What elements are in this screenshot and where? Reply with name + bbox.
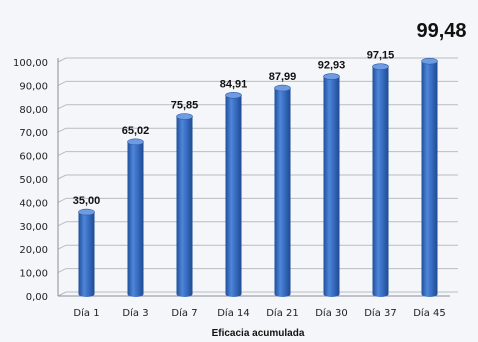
data-label: 87,99	[269, 71, 297, 83]
bar	[225, 95, 242, 297]
data-label: 99,48	[416, 20, 466, 42]
y-tick-label: 10,00	[19, 269, 48, 280]
x-tick-label: Día 21	[266, 307, 299, 319]
y-tick-label: 40,00	[19, 198, 48, 209]
gridline-depth	[57, 291, 67, 297]
bar	[372, 66, 389, 297]
y-tick-label: 20,00	[19, 245, 48, 256]
gridline-depth	[57, 268, 67, 274]
data-label: 84,91	[220, 78, 248, 90]
x-tick-label: Día 14	[217, 307, 250, 319]
y-tick-label: 0,00	[26, 292, 48, 303]
bars	[78, 57, 438, 298]
x-tick-label: Día 45	[413, 307, 446, 319]
bar	[78, 212, 95, 297]
bar	[176, 116, 193, 297]
y-tick-label: 60,00	[19, 152, 48, 163]
x-tick-label: Día 37	[364, 307, 397, 319]
y-tick-label: 30,00	[19, 222, 48, 233]
x-tick-label: Día 1	[73, 307, 99, 319]
gridline-depth	[57, 244, 67, 250]
x-axis-label: Eficacia acumulada	[212, 328, 305, 339]
bar-cap	[225, 92, 242, 99]
y-tick-label: 90,00	[19, 81, 48, 92]
y-tick-label: 100,00	[13, 58, 48, 69]
x-tick-label: Día 3	[122, 307, 148, 319]
x-tick-label: Día 7	[171, 307, 197, 319]
bar	[421, 61, 438, 298]
bar-cap	[78, 208, 95, 216]
gridline-depth	[57, 174, 67, 180]
x-axis-ticks: Día 1 Día 3 Día 7 Día 14 Día 21 Día 30 Día 37 D…	[73, 307, 445, 319]
y-axis-ticks: 0,00 10,00 20,00 30,00 40,00 50,00 60,00 70,00 8…	[13, 58, 48, 303]
data-label: 92,93	[318, 60, 346, 72]
gridline-depth	[57, 221, 67, 227]
bar	[323, 76, 340, 298]
data-label: 65,02	[122, 125, 150, 137]
gridline-depth	[57, 127, 67, 133]
bar-cap	[176, 113, 193, 120]
y-tick-label: 50,00	[19, 175, 48, 186]
gridline-depth	[57, 57, 67, 63]
y-tick-label: 80,00	[19, 105, 48, 116]
bar	[274, 88, 291, 298]
x-tick-label: Día 30	[315, 307, 348, 319]
bar-cap	[421, 57, 438, 65]
bar-cap	[323, 73, 340, 80]
bar-cap	[372, 63, 389, 70]
gridline-depth	[57, 197, 67, 203]
gridline-depth	[57, 151, 67, 157]
y-tick-label: 70,00	[19, 128, 48, 139]
bar-cap	[274, 84, 291, 92]
data-labels: 35,00 65,02 75,85 84,91 87,99 92,93 97,15 99,48	[73, 20, 467, 207]
gridlines	[57, 57, 458, 297]
data-label: 75,85	[171, 100, 199, 112]
gridline-depth	[57, 104, 67, 110]
gridline-depth	[57, 80, 67, 86]
data-label: 97,15	[367, 50, 395, 62]
bar-cap	[127, 138, 144, 146]
data-label: 35,00	[73, 195, 101, 207]
bar	[127, 141, 144, 297]
